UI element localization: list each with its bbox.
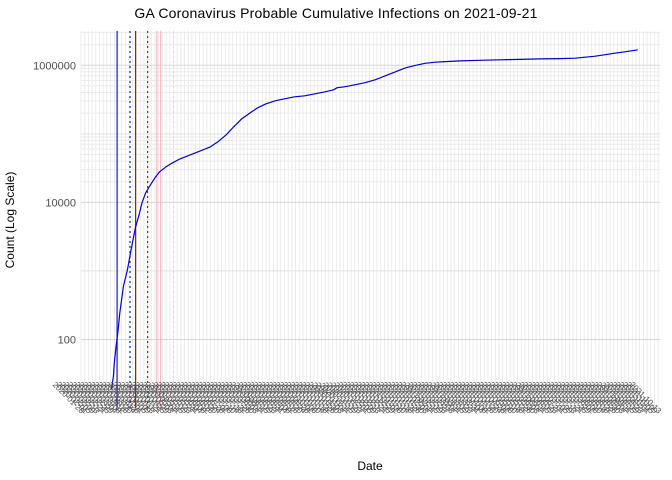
y-tick-label: 10000: [45, 197, 76, 209]
event-marker-lines: [116, 31, 175, 408]
x-axis-title: Date: [357, 459, 383, 473]
probable-cumulative-infections-line: [110, 49, 638, 389]
x-axis-tick-labels: 2020-01-282020-02-012020-02-052020-02-09…: [51, 380, 664, 416]
y-tick-label: 100: [58, 334, 76, 346]
chart-title: GA Coronavirus Probable Cumulative Infec…: [134, 5, 538, 21]
data-series: [110, 49, 638, 389]
y-axis-title: Count (Log Scale): [3, 172, 17, 269]
horizontal-gridlines: [81, 32, 660, 409]
vertical-gridlines: [80, 31, 659, 408]
y-axis-tick-labels: 100 10000 1000000: [33, 60, 76, 346]
y-tick-label: 1000000: [33, 60, 76, 72]
